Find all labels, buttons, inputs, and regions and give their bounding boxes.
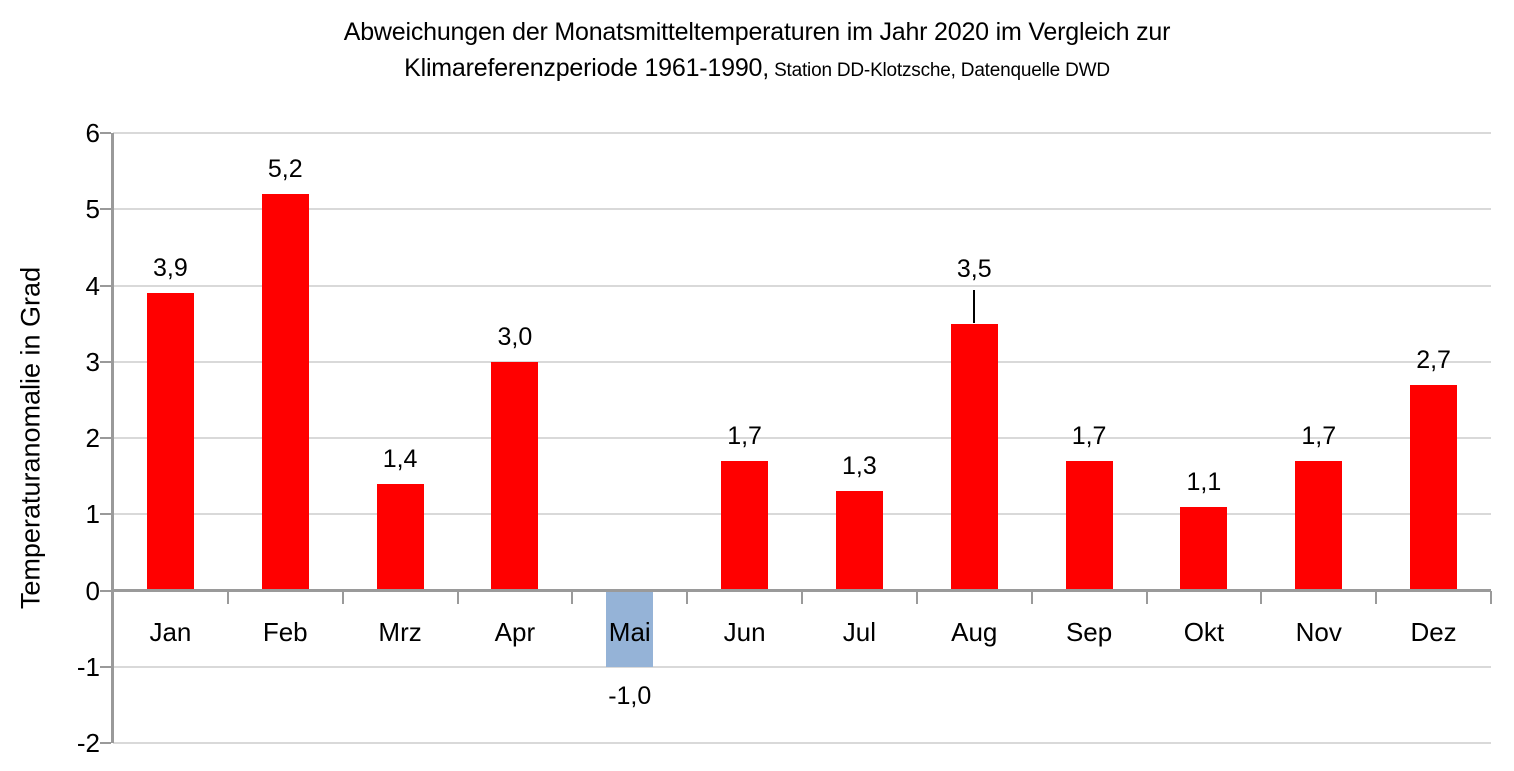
bar-value-label-feb: 5,2 (267, 155, 303, 183)
y-axis-tick-label: 4 (85, 270, 100, 301)
y-axis-tick-label: 3 (85, 346, 100, 377)
x-axis-label-okt: Okt (1183, 616, 1225, 647)
bar-value-label-apr: 3,0 (497, 322, 533, 351)
y-axis-tick-label: 5 (85, 194, 100, 225)
x-axis-tick-mark (1030, 590, 1033, 604)
y-axis-tick-mark (100, 360, 111, 363)
x-axis-label-apr: Apr (494, 616, 536, 647)
x-axis-tick-mark (915, 590, 918, 604)
bar-value-label-jan: 3,9 (153, 254, 188, 283)
gridline-6 (113, 132, 1491, 134)
bar-value-label-okt: 1,1 (1186, 467, 1222, 496)
y-axis-tick-mark (100, 132, 111, 134)
bar-nov (1295, 460, 1343, 591)
bar-sep (1065, 460, 1113, 591)
y-axis-tick-mark (100, 208, 111, 211)
y-axis-tick-labels: -2 -1 0 1 2 3 4 5 6 (0, 118, 100, 758)
bar-dez (1410, 384, 1458, 591)
y-axis-tick-mark (100, 665, 111, 668)
bar-mrz (376, 483, 424, 591)
x-axis-label-aug: Aug (951, 616, 998, 647)
x-axis-label-mai: Mai (608, 616, 651, 647)
gridline-5 (113, 208, 1491, 211)
bar-value-label-sep: 1,7 (1071, 421, 1107, 450)
chart-title-line2: Klimareferenzperiode 1961-1990, Station … (0, 50, 1514, 89)
value-label-leader-line-aug (973, 289, 976, 323)
y-axis-tick-label: -2 (76, 728, 100, 758)
bar-value-label-jun: 1,7 (727, 421, 762, 450)
bar-jul (835, 491, 883, 591)
chart-subtitle: Station DD-Klotzsche, Datenquelle DWD (768, 60, 1110, 81)
y-axis-tick-label: 6 (85, 118, 100, 148)
gridline-4 (113, 284, 1491, 287)
y-axis-line (111, 133, 114, 743)
bar-feb (261, 194, 309, 591)
bar-value-label-jul: 1,3 (842, 452, 877, 481)
gridline-3 (113, 360, 1491, 363)
y-axis-tick-mark (100, 437, 111, 439)
chart-title-line1: Abweichungen der Monatsmitteltemperature… (343, 18, 1171, 46)
chart-title-line2-main: Klimareferenzperiode 1961-1990, (404, 54, 769, 82)
x-axis-label-mrz: Mrz (378, 616, 422, 647)
x-axis-tick-mark (226, 590, 229, 604)
bar-value-label-dez: 2,7 (1416, 345, 1451, 374)
x-axis-label-jan: Jan (149, 616, 192, 647)
y-axis-tick-label: 0 (85, 575, 100, 606)
y-axis-tick-mark (100, 589, 111, 592)
y-axis-tick-label: 1 (85, 499, 100, 530)
gridline-1 (113, 513, 1491, 516)
x-axis-label-jun: Jun (723, 616, 766, 647)
y-axis-tick-mark (100, 742, 111, 744)
gridline--2 (113, 742, 1491, 744)
x-axis-tick-mark (571, 590, 574, 604)
bar-jan (146, 293, 194, 591)
y-axis-tick-label: 2 (85, 423, 100, 453)
x-axis-tick-mark (1375, 590, 1378, 604)
bar-mai (606, 590, 654, 667)
bar-value-label-aug: 3,5 (956, 254, 992, 283)
y-axis-tick-mark (100, 513, 111, 516)
x-axis-tick-mark (1145, 590, 1148, 604)
x-axis-label-jul: Jul (842, 616, 877, 647)
gridline--1 (113, 665, 1491, 668)
x-axis-label-dez: Dez (1410, 616, 1457, 647)
x-axis-tick-mark (456, 590, 459, 604)
chart-title: Abweichungen der Monatsmitteltemperature… (0, 14, 1514, 89)
x-axis-tick-mark (1490, 590, 1492, 604)
plot-area: 3,9 Jan 5,2 Feb 1,4 Mrz 3,0 Apr -1,0 Mai 1,7 Jun 1,3… (100, 132, 1492, 744)
x-axis-tick-mark (341, 590, 344, 604)
y-axis-tick-label: -1 (76, 651, 100, 682)
y-axis-tick-mark (100, 284, 111, 287)
x-axis-tick-mark (801, 590, 803, 604)
bar-apr (491, 361, 539, 591)
x-axis-label-nov: Nov (1295, 616, 1342, 647)
bar-value-label-mrz: 1,4 (382, 444, 418, 473)
gridline-2 (113, 437, 1491, 439)
x-axis-label-sep: Sep (1065, 616, 1113, 647)
bar-okt (1180, 506, 1228, 591)
bar-value-label-nov: 1,7 (1301, 421, 1337, 450)
x-axis-tick-mark (686, 590, 689, 604)
x-axis-label-feb: Feb (262, 616, 308, 647)
bar-value-label-mai: -1,0 (608, 681, 652, 710)
bar-jun (721, 460, 769, 591)
bar-aug (950, 323, 998, 591)
x-axis-tick-mark (1260, 590, 1263, 604)
